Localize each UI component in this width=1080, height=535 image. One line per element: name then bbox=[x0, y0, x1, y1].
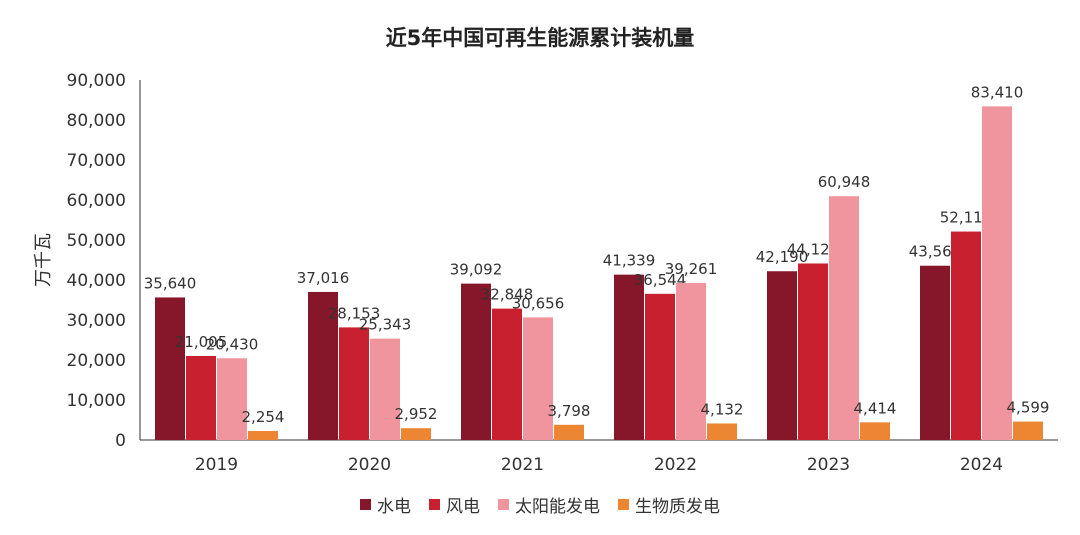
data-label: 20,430 bbox=[206, 335, 259, 353]
bar bbox=[401, 428, 431, 440]
bar bbox=[707, 423, 737, 440]
bar bbox=[217, 358, 247, 440]
legend-item: 风电 bbox=[429, 492, 480, 517]
data-label: 32,848 bbox=[481, 286, 534, 304]
legend-label: 风电 bbox=[446, 497, 480, 517]
data-label: 36,544 bbox=[634, 271, 687, 289]
legend-swatch bbox=[360, 499, 371, 510]
x-tick-label: 2020 bbox=[348, 455, 391, 475]
y-tick-label: 30,000 bbox=[67, 311, 126, 331]
bar bbox=[155, 297, 185, 440]
legend-item: 太阳能发电 bbox=[498, 492, 600, 517]
bar bbox=[860, 422, 890, 440]
bar bbox=[248, 430, 278, 440]
data-label: 39,261 bbox=[665, 260, 718, 278]
x-tick-label: 2022 bbox=[654, 455, 697, 475]
x-tick-label: 2024 bbox=[960, 455, 1003, 475]
bar bbox=[461, 283, 491, 440]
data-label: 25,343 bbox=[359, 316, 412, 334]
y-tick-label: 50,000 bbox=[67, 231, 126, 251]
bar bbox=[370, 338, 400, 440]
bar bbox=[554, 424, 584, 440]
data-label: 83,410 bbox=[971, 83, 1024, 101]
data-label: 28,153 bbox=[328, 304, 381, 322]
bar bbox=[186, 355, 216, 440]
bar bbox=[523, 317, 553, 440]
data-label: 2,254 bbox=[242, 408, 285, 426]
bar bbox=[492, 308, 522, 440]
chart-title: 近5年中国可再生能源累计装机量 bbox=[385, 26, 695, 50]
data-label: 60,948 bbox=[818, 173, 871, 191]
data-label: 41,339 bbox=[603, 252, 656, 270]
bar bbox=[951, 231, 981, 440]
legend-label: 水电 bbox=[377, 497, 411, 517]
legend-swatch bbox=[498, 499, 509, 510]
data-label: 30,656 bbox=[512, 294, 565, 312]
data-label: 2,952 bbox=[395, 405, 438, 423]
legend-swatch bbox=[618, 499, 629, 510]
bar bbox=[339, 327, 369, 440]
data-label: 4,132 bbox=[701, 400, 744, 418]
y-tick-label: 10,000 bbox=[67, 391, 126, 411]
y-tick-label: 90,000 bbox=[67, 71, 126, 91]
y-tick-label: 70,000 bbox=[67, 151, 126, 171]
bar bbox=[645, 293, 675, 440]
bar bbox=[982, 106, 1012, 441]
y-tick-label: 60,000 bbox=[67, 191, 126, 211]
x-tick-label: 2019 bbox=[195, 455, 238, 475]
data-label: 4,599 bbox=[1007, 399, 1050, 417]
y-tick-label: 40,000 bbox=[67, 271, 126, 291]
x-tick-label: 2021 bbox=[501, 455, 544, 475]
legend-item: 水电 bbox=[360, 492, 411, 517]
data-label: 37,016 bbox=[297, 269, 350, 287]
y-axis-label: 万千瓦 bbox=[33, 233, 54, 287]
bar bbox=[614, 274, 644, 440]
data-label: 52,110 bbox=[940, 209, 993, 227]
bar bbox=[767, 271, 797, 440]
data-label: 44,128 bbox=[787, 240, 840, 258]
bar bbox=[829, 196, 859, 440]
data-label: 39,092 bbox=[450, 261, 503, 279]
y-tick-label: 80,000 bbox=[67, 111, 126, 131]
data-label: 43,568 bbox=[909, 243, 962, 261]
legend-label: 生物质发电 bbox=[635, 497, 720, 517]
legend-item: 生物质发电 bbox=[618, 492, 720, 517]
bar bbox=[1013, 421, 1043, 440]
legend-swatch bbox=[429, 499, 440, 510]
bar bbox=[676, 282, 706, 440]
data-label: 3,798 bbox=[548, 402, 591, 420]
data-label: 21,005 bbox=[175, 333, 228, 351]
data-label: 42,190 bbox=[756, 248, 809, 266]
bar bbox=[308, 291, 338, 440]
bar bbox=[920, 265, 950, 440]
data-label: 4,414 bbox=[854, 399, 897, 417]
y-tick-label: 20,000 bbox=[67, 351, 126, 371]
legend: 水电 风电 太阳能发电 生物质发电 bbox=[0, 492, 1080, 517]
bar bbox=[798, 263, 828, 440]
x-tick-label: 2023 bbox=[807, 455, 850, 475]
data-label: 35,640 bbox=[144, 274, 197, 292]
y-tick-label: 0 bbox=[115, 431, 126, 451]
legend-label: 太阳能发电 bbox=[515, 497, 600, 517]
